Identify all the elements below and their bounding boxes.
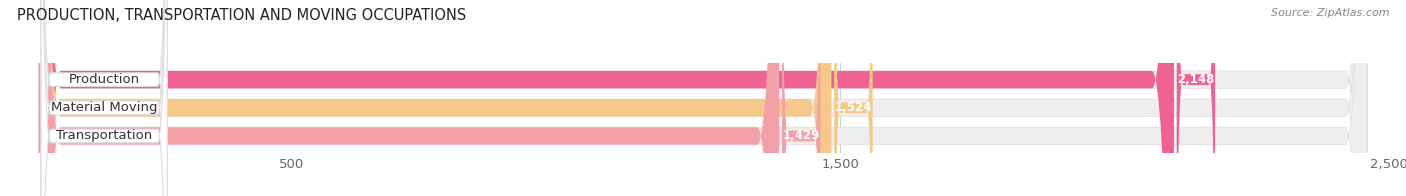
FancyBboxPatch shape xyxy=(39,0,831,196)
FancyBboxPatch shape xyxy=(39,0,1367,196)
FancyBboxPatch shape xyxy=(1177,0,1215,196)
FancyBboxPatch shape xyxy=(834,0,873,196)
Text: Source: ZipAtlas.com: Source: ZipAtlas.com xyxy=(1271,8,1389,18)
Text: Production: Production xyxy=(69,73,139,86)
Text: 2,148: 2,148 xyxy=(1177,73,1215,86)
Text: Transportation: Transportation xyxy=(56,130,152,142)
FancyBboxPatch shape xyxy=(39,0,779,196)
FancyBboxPatch shape xyxy=(41,0,167,196)
FancyBboxPatch shape xyxy=(782,0,821,196)
Text: 1,524: 1,524 xyxy=(835,101,872,114)
Text: PRODUCTION, TRANSPORTATION AND MOVING OCCUPATIONS: PRODUCTION, TRANSPORTATION AND MOVING OC… xyxy=(17,8,467,23)
Text: Material Moving: Material Moving xyxy=(51,101,157,114)
FancyBboxPatch shape xyxy=(41,0,167,196)
Text: 1,429: 1,429 xyxy=(783,130,820,142)
FancyBboxPatch shape xyxy=(39,0,1174,196)
FancyBboxPatch shape xyxy=(39,0,1367,196)
FancyBboxPatch shape xyxy=(41,0,167,196)
FancyBboxPatch shape xyxy=(39,0,1367,196)
